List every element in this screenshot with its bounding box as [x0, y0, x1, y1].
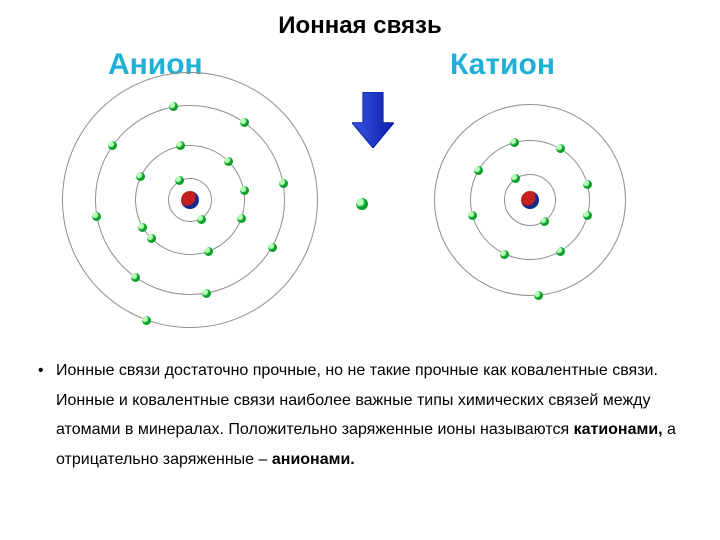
electron [510, 138, 519, 147]
electron [175, 176, 184, 185]
electron [556, 144, 565, 153]
transfer-arrow-icon [352, 92, 394, 148]
electron [138, 223, 147, 232]
electron [197, 215, 206, 224]
electron [240, 118, 249, 127]
electron [224, 157, 233, 166]
electron [511, 174, 520, 183]
electron [142, 316, 151, 325]
nucleus [521, 191, 539, 209]
nucleus [181, 191, 199, 209]
electron [108, 141, 117, 150]
body-strong: анионами. [272, 451, 355, 468]
body-strong: катионами, [574, 421, 663, 438]
electron [92, 212, 101, 221]
electron [136, 172, 145, 181]
transfer-electron [356, 198, 368, 210]
electron [240, 186, 249, 195]
body-bullet: Ионные связи достаточно прочные, но не т… [56, 356, 688, 474]
electron [468, 211, 477, 220]
electron [474, 166, 483, 175]
electron [268, 243, 277, 252]
body-span: Ионные связи достаточно прочные, но не т… [56, 362, 658, 438]
electron [202, 289, 211, 298]
electron [556, 247, 565, 256]
electron [169, 102, 178, 111]
electron [534, 291, 543, 300]
electron [500, 250, 509, 259]
body-text: Ионные связи достаточно прочные, но не т… [38, 356, 688, 474]
ionic-bond-diagram [0, 0, 720, 340]
electron [147, 234, 156, 243]
electron [279, 179, 288, 188]
